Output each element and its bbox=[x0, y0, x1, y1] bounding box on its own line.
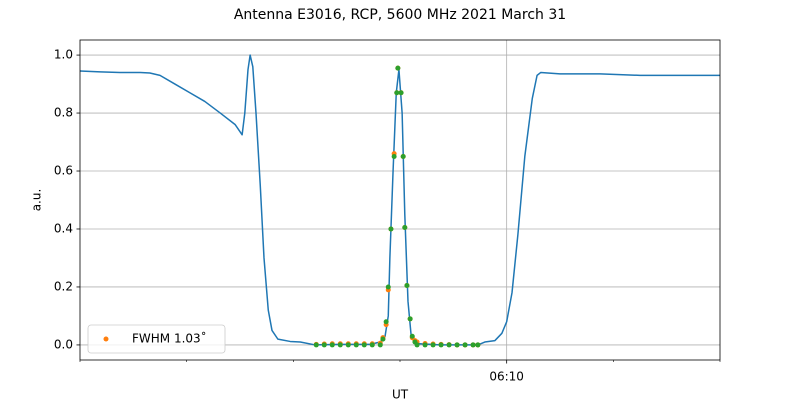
scatter-point bbox=[470, 342, 476, 348]
scatter-point bbox=[391, 154, 397, 160]
scatter-point bbox=[398, 90, 404, 96]
chart-title: Antenna E3016, RCP, 5600 MHz 2021 March … bbox=[234, 7, 566, 23]
scatter-point bbox=[438, 342, 444, 348]
scatter-point bbox=[361, 342, 367, 348]
axes: 0.0 0.2 0.4 0.6 0.8 1.0 06:10 bbox=[54, 48, 721, 384]
y-tick-label: 0.2 bbox=[54, 279, 73, 293]
scatter-point bbox=[377, 342, 383, 348]
scatter-point bbox=[321, 342, 327, 348]
x-tick-label: 06:10 bbox=[489, 370, 524, 384]
y-tick-label: 1.0 bbox=[54, 48, 73, 62]
scatter-point bbox=[414, 342, 420, 348]
scatter-point bbox=[475, 342, 481, 348]
legend-marker bbox=[103, 336, 109, 342]
scatter-point bbox=[329, 342, 335, 348]
scatter-point bbox=[395, 65, 401, 71]
scatter-point bbox=[394, 90, 400, 96]
legend-label: FWHM 1.03˚ bbox=[132, 331, 207, 346]
scatter-point bbox=[462, 342, 468, 348]
scatter-point bbox=[430, 342, 436, 348]
x-axis-label: UT bbox=[392, 388, 409, 400]
scatter-point bbox=[369, 342, 375, 348]
scatter-point bbox=[353, 342, 359, 348]
y-tick-label: 0.8 bbox=[54, 106, 73, 120]
scatter-point bbox=[409, 333, 415, 339]
scatter-point bbox=[383, 319, 389, 325]
scatter-point bbox=[404, 283, 410, 289]
line bbox=[79, 54, 720, 346]
scatter-point bbox=[454, 342, 460, 348]
scatter-point bbox=[388, 226, 394, 232]
y-tick-label: 0.4 bbox=[54, 221, 73, 235]
scatter-point bbox=[407, 316, 413, 322]
scatter-point bbox=[345, 342, 351, 348]
legend: FWHM 1.03˚ bbox=[87, 324, 226, 354]
y-axis-label: a.u. bbox=[30, 189, 44, 212]
scatter-point bbox=[313, 342, 319, 348]
scatter-point bbox=[385, 284, 391, 290]
scatter-point bbox=[446, 342, 452, 348]
legend-box bbox=[87, 324, 226, 354]
scatter-point bbox=[402, 225, 408, 231]
scatter-point bbox=[400, 154, 406, 160]
grid bbox=[80, 40, 720, 360]
y-tick-label: 0.6 bbox=[54, 164, 73, 178]
scatter-point bbox=[380, 336, 386, 342]
plot-area bbox=[79, 54, 720, 348]
scatter-point bbox=[337, 342, 343, 348]
y-tick-label: 0.0 bbox=[54, 337, 73, 351]
scatter-point bbox=[422, 342, 428, 348]
